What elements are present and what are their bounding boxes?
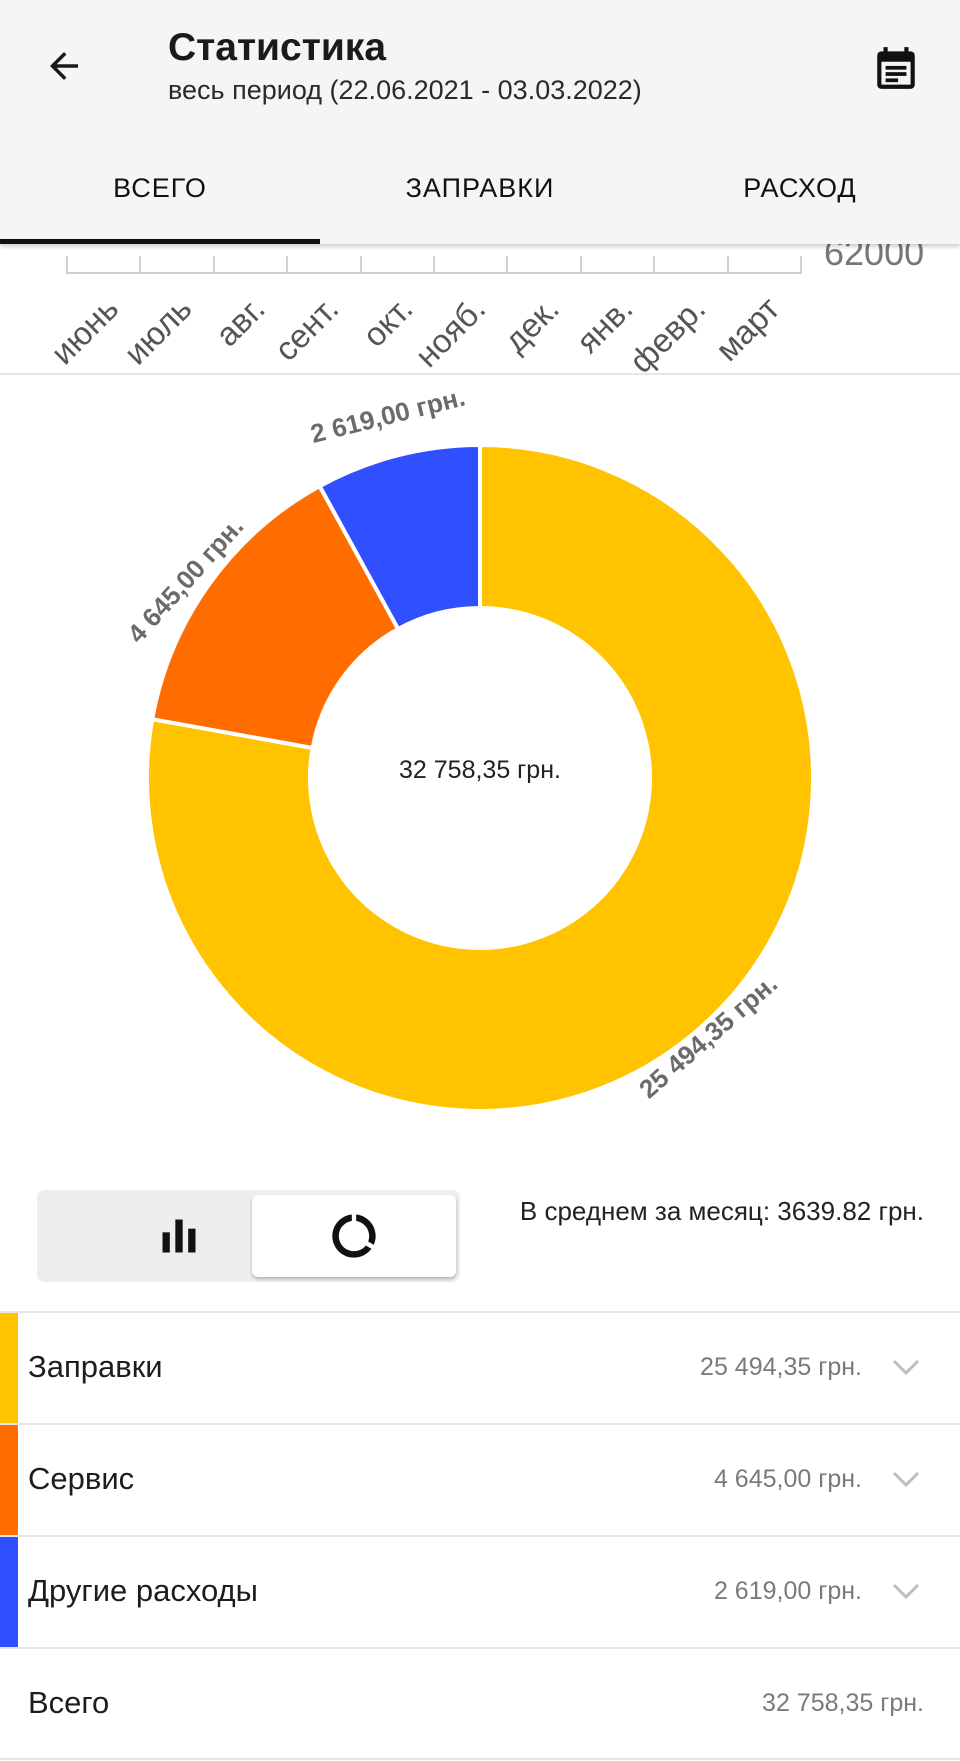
axis-tick [286, 256, 289, 274]
donut-slice[interactable] [145, 442, 815, 1113]
month-label: март [707, 289, 787, 368]
category-row-service[interactable]: Сервис 4 645,00 грн. [0, 1423, 960, 1537]
axis-tick [433, 256, 435, 274]
divider [0, 373, 960, 375]
donut-chart: 25 494,35 грн. 4 645,00 грн. 2 619,00 грн. [0, 380, 960, 1140]
back-button[interactable] [36, 38, 92, 94]
axis-tick [653, 256, 656, 274]
category-amount: 4 645,00 грн. [713, 1465, 862, 1493]
calendar-icon [877, 47, 915, 89]
month-label: нояб. [407, 289, 493, 374]
slice-value-label: 2 619,00 грн. [308, 382, 469, 449]
bar-chart-icon [162, 1219, 196, 1253]
tab-consumption[interactable]: РАСХОД [743, 172, 857, 203]
category-color-bar [0, 1313, 18, 1425]
axis-value-label: 62000 [824, 244, 925, 273]
chart-view-toggle [37, 1190, 460, 1282]
month-label: авг. [208, 289, 273, 354]
axis-tick [726, 256, 729, 274]
axis-tick [579, 256, 582, 274]
total-row: Всего 32 758,35 грн. [0, 1647, 960, 1761]
total-amount: 32 758,35 грн. [762, 1689, 924, 1717]
category-row-other[interactable]: Другие расходы 2 619,00 грн. [0, 1535, 960, 1649]
axis-tick [66, 256, 68, 274]
axis-tick [359, 256, 362, 274]
bar-view-button[interactable] [77, 1195, 281, 1277]
category-row-refuels[interactable]: Заправки 25 494,35 грн. [0, 1311, 960, 1425]
month-label: сент. [267, 289, 346, 368]
donut-chart-icon [332, 1214, 376, 1258]
month-label: июль [116, 289, 199, 372]
month-label: июнь [43, 289, 126, 372]
tab-bar: ВСЕГО ЗАПРАВКИ РАСХОД [0, 132, 960, 244]
tab-refuels[interactable]: ЗАПРАВКИ [405, 172, 555, 203]
chevron-down-icon[interactable] [888, 1349, 924, 1385]
divider [0, 1758, 960, 1760]
total-name: Всего [28, 1685, 110, 1720]
chevron-down-icon[interactable] [888, 1461, 924, 1497]
axis-tick [139, 256, 142, 274]
donut-view-button[interactable] [252, 1195, 456, 1277]
donut-total-label: 32 758,35 грн. [399, 756, 561, 784]
category-color-bar [0, 1425, 18, 1537]
tab-total[interactable]: ВСЕГО [0, 132, 320, 244]
month-label: февр. [622, 289, 713, 374]
category-name: Заправки [28, 1349, 163, 1384]
category-name: Сервис [28, 1461, 135, 1496]
monthly-average: В среднем за месяц: 3639.82 грн. [519, 1196, 924, 1226]
period-subtitle: весь период (22.06.2021 - 03.03.2022) [168, 75, 642, 105]
category-color-bar [0, 1537, 18, 1649]
arrow-left-icon [50, 52, 78, 80]
donut-slice[interactable] [316, 442, 482, 632]
donut-chart-svg: 25 494,35 грн.4 645,00 грн.2 619,00 грн. [121, 382, 815, 1113]
bar-chart-axis: июнь июль авг. сент. окт. нояб. дек. янв. февр. м… [0, 244, 960, 374]
category-name: Другие расходы [28, 1573, 258, 1608]
month-label: дек. [496, 289, 566, 360]
axis-tick [212, 256, 215, 274]
calendar-button[interactable] [866, 38, 926, 98]
chevron-down-icon[interactable] [888, 1573, 924, 1609]
axis-tick [800, 256, 802, 274]
app-bar: Статистика весь период (22.06.2021 - 03.… [0, 0, 960, 132]
category-amount: 25 494,35 грн. [700, 1353, 862, 1381]
axis-tick [506, 256, 509, 274]
page-title: Статистика [168, 26, 387, 69]
donut-slice[interactable] [149, 483, 401, 751]
category-amount: 2 619,00 грн. [713, 1577, 862, 1605]
